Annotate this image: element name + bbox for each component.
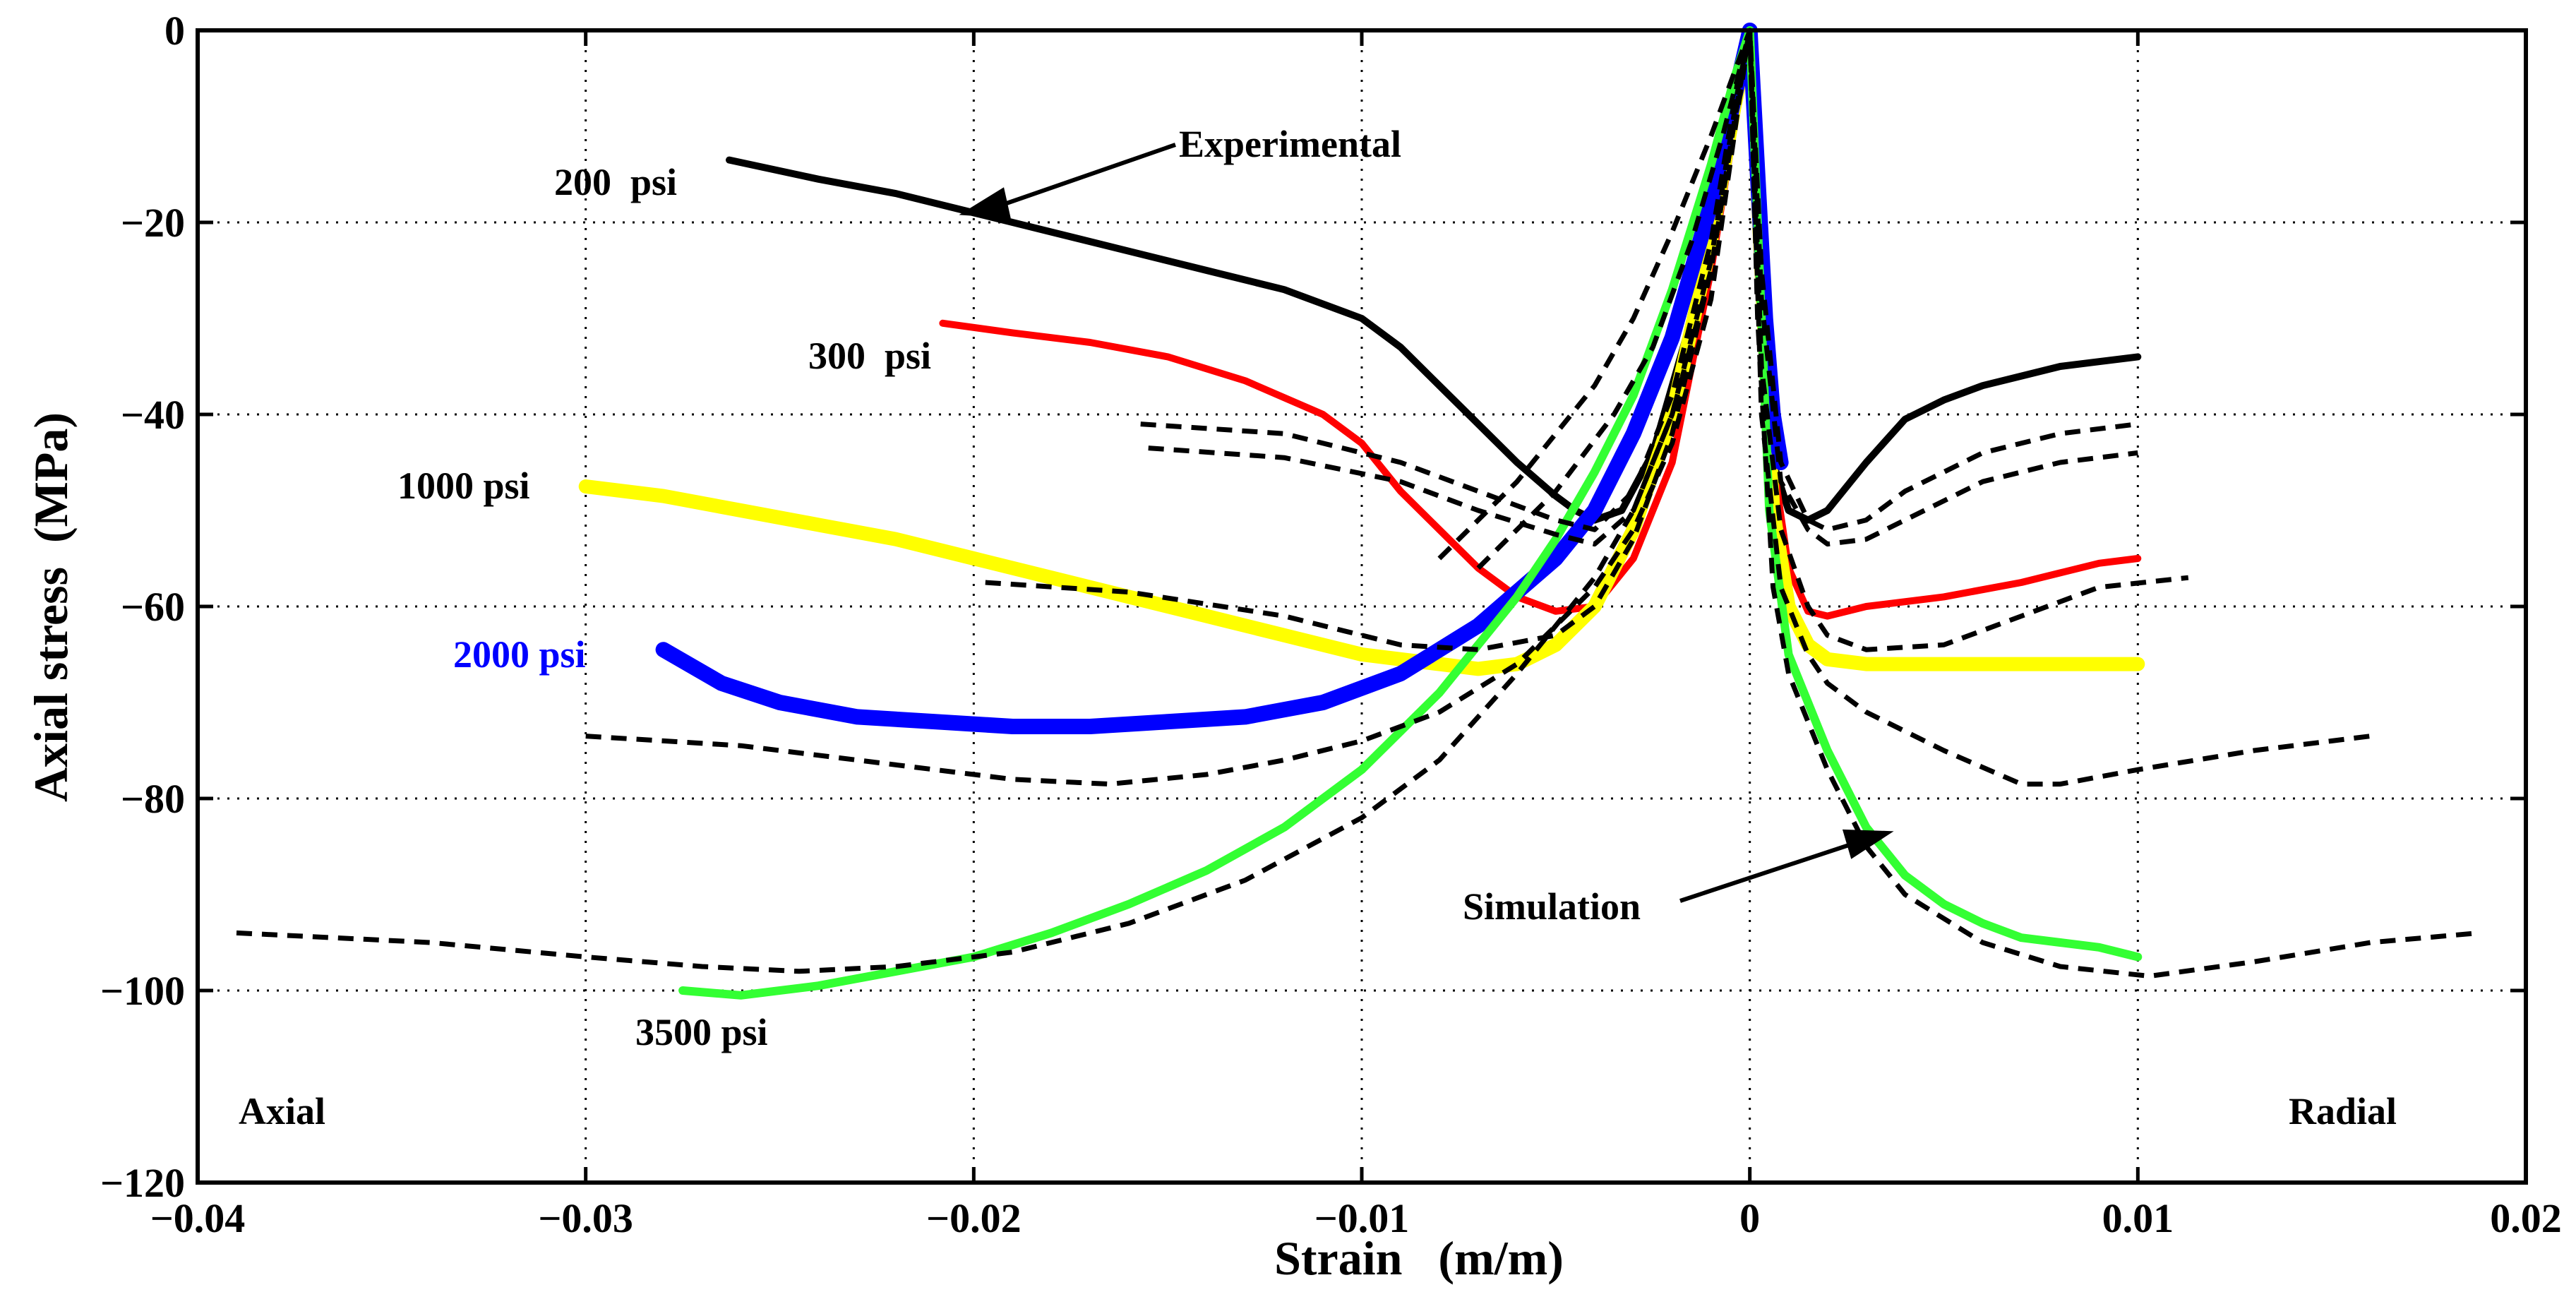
series-simulation-band-1 [1437, 29, 1752, 561]
y-tick-label: −100 [100, 968, 185, 1014]
x-tick-label: −0.02 [926, 1195, 1022, 1241]
series-1000-psi-experimental [578, 23, 2145, 676]
experimental-arrow-line [1002, 143, 1176, 207]
series-1000-psi-simulation [985, 28, 2189, 652]
series-200-psi-simulation-a [1140, 28, 2138, 532]
label-experimental: Experimental [1179, 123, 1401, 165]
y-tick-label: −120 [100, 1160, 185, 1206]
grid-lines [198, 30, 2526, 1183]
y-tick-label: −80 [121, 776, 185, 822]
x-tick-label: −0.04 [150, 1195, 246, 1241]
x-tick-label: −0.03 [538, 1195, 633, 1241]
annotation-arrows [959, 143, 1894, 903]
series-300-psi-experimental [939, 27, 2142, 620]
series-200-psi-experimental [726, 27, 2142, 524]
label-axial: Axial [239, 1090, 325, 1132]
label-200-psi: 200 psi [554, 161, 677, 203]
label-300-psi: 300 psi [808, 335, 931, 377]
x-tick-label: 0.01 [2102, 1195, 2174, 1241]
x-tick-label: 0.02 [2490, 1195, 2562, 1241]
x-tick-label: −0.01 [1314, 1195, 1410, 1241]
axis-ticks: −0.04 −0.03 −0.02 −0.01 0 0.01 0.02 0 −20 −40 −60 −… [100, 8, 2562, 1241]
y-tick-label: −60 [121, 584, 185, 630]
y-tick-label: 0 [164, 8, 185, 54]
series-simulation-band-2 [1476, 30, 1753, 570]
series-3500-psi-simulation [236, 28, 2480, 979]
label-simulation: Simulation [1463, 885, 1641, 928]
data-series [236, 23, 2480, 1000]
label-radial: Radial [2289, 1090, 2397, 1132]
label-2000-psi: 2000 psi [453, 633, 586, 676]
simulation-arrow-head [1842, 829, 1894, 859]
label-1000-psi: 1000 psi [397, 465, 530, 507]
experimental-arrow-head [959, 187, 1011, 219]
y-axis-title: Axial stress (MPa) [24, 412, 78, 802]
label-3500-psi: 3500 psi [635, 1011, 768, 1053]
simulation-arrow-line [1679, 842, 1854, 903]
series-2000-psi-simulation [585, 28, 2371, 787]
x-axis-title: Strain (m/m) [1274, 1231, 1564, 1285]
y-tick-label: −40 [121, 392, 185, 438]
y-tick-label: −20 [121, 200, 185, 246]
x-tick-label: 0 [1739, 1195, 1760, 1241]
